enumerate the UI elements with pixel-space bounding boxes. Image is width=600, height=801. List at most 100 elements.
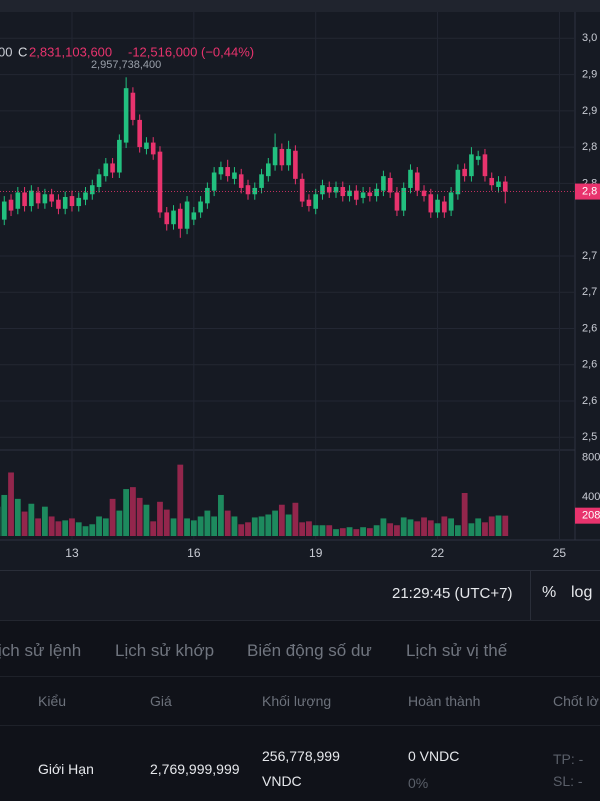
candle-body (483, 154, 488, 176)
volume-bar (401, 517, 407, 536)
volume-bar (252, 517, 258, 536)
candle-body (266, 163, 271, 176)
tab[interactable]: ịch sử lệnh (0, 641, 81, 661)
tab[interactable]: Lịch sử khớp (115, 641, 214, 661)
volume-bar (150, 521, 156, 536)
volume-bar (49, 516, 55, 536)
chart-bg (0, 0, 600, 570)
candle-body (374, 189, 379, 196)
volume-bar (211, 516, 217, 536)
volume-bar (22, 512, 28, 536)
candle-body (476, 156, 481, 160)
candle-body (293, 151, 298, 179)
volume-bar (394, 525, 400, 536)
divider (530, 571, 531, 621)
volume-bar (191, 520, 197, 536)
tab[interactable]: Lịch sử vị thế (406, 641, 507, 661)
candle-body (117, 140, 122, 173)
y-tick-label: 2,6 (582, 322, 597, 334)
candle-body (422, 191, 427, 196)
volume-bar (408, 519, 414, 536)
volume-bar (198, 516, 204, 536)
volume-bar (502, 516, 508, 536)
candle-body (280, 149, 285, 165)
candle-body (2, 202, 7, 220)
clock: 21:29:45 (UTC+7) (392, 585, 512, 602)
candle-body (449, 192, 454, 210)
candle-body (178, 209, 183, 229)
volume-bar (306, 521, 312, 536)
y-tick-label: 3,0 (582, 32, 597, 44)
volume-bar (320, 525, 326, 536)
volume-bar (286, 515, 292, 537)
volume-bar (238, 524, 244, 536)
order-amount: 256,778,999 (262, 748, 340, 764)
volume-bar (157, 502, 163, 536)
volume-bar (144, 505, 150, 536)
candle-body (320, 185, 325, 194)
top-band (0, 0, 600, 12)
toolbar: 21:29:45 (UTC+7) % log (0, 570, 600, 621)
header-close: 2,831,103,600 (29, 44, 112, 59)
candle-body (456, 170, 461, 194)
volume-bar (299, 522, 305, 536)
candle-body (415, 173, 420, 191)
order-amount-unit: VNDC (262, 773, 302, 789)
candle-body (205, 188, 210, 203)
header-change: -12,516,000 (−0,44%) (128, 44, 254, 59)
y-tick-label: 2,7 (582, 286, 597, 298)
col-header: Giá (150, 693, 172, 709)
percent-toggle[interactable]: % (542, 584, 556, 602)
volume-bar (347, 527, 353, 536)
tab[interactable]: Biến động số dư (247, 641, 372, 661)
x-tick-label: 13 (65, 546, 79, 560)
y-tick-label: 2,7 (582, 250, 597, 262)
volume-bar (333, 529, 339, 536)
volume-bar (96, 516, 102, 536)
candle-body (104, 163, 109, 176)
volume-bar (448, 518, 454, 536)
candle-body (368, 192, 373, 196)
volume-bar (340, 528, 346, 536)
candle-body (246, 185, 251, 194)
volume-bar (1, 495, 7, 536)
order-tp: TP: - (553, 751, 583, 767)
volume-bar (89, 524, 95, 536)
volume-bar (462, 493, 468, 536)
candle-body (428, 194, 433, 212)
volume-bar (496, 515, 502, 536)
candle-body (70, 196, 75, 206)
last-price-label: 2,8 (582, 185, 597, 197)
volume-bar (360, 527, 366, 536)
log-toggle[interactable]: log (571, 584, 592, 602)
x-tick-label: 16 (187, 546, 201, 560)
candle-body (16, 192, 21, 208)
volume-bar (164, 510, 170, 536)
order-type: Giới Hạn (38, 761, 94, 777)
volume-bar (83, 526, 89, 536)
col-header: Kiểu (38, 693, 66, 709)
volume-bar (245, 522, 251, 536)
candle-body (171, 211, 176, 225)
candle-body (286, 149, 291, 165)
x-tick-label: 25 (553, 546, 567, 560)
divider (0, 676, 600, 677)
candle-body (462, 169, 467, 176)
candle-body (239, 174, 244, 188)
volume-bar (279, 505, 285, 536)
volume-bar (103, 518, 109, 536)
candle-body (63, 197, 68, 209)
candle-body (164, 212, 169, 224)
volume-bar (130, 487, 136, 536)
candle-body (185, 202, 190, 229)
candle-body (489, 178, 494, 185)
col-header: Hoàn thành (408, 693, 480, 709)
candle-body (307, 200, 312, 206)
volume-tick-label: 800 (582, 452, 600, 464)
candle-body (131, 93, 136, 120)
candle-body (300, 179, 305, 202)
candle-body (361, 192, 366, 197)
candle-body (219, 167, 224, 174)
volume-bar (137, 498, 143, 536)
volume-bar (69, 518, 75, 536)
